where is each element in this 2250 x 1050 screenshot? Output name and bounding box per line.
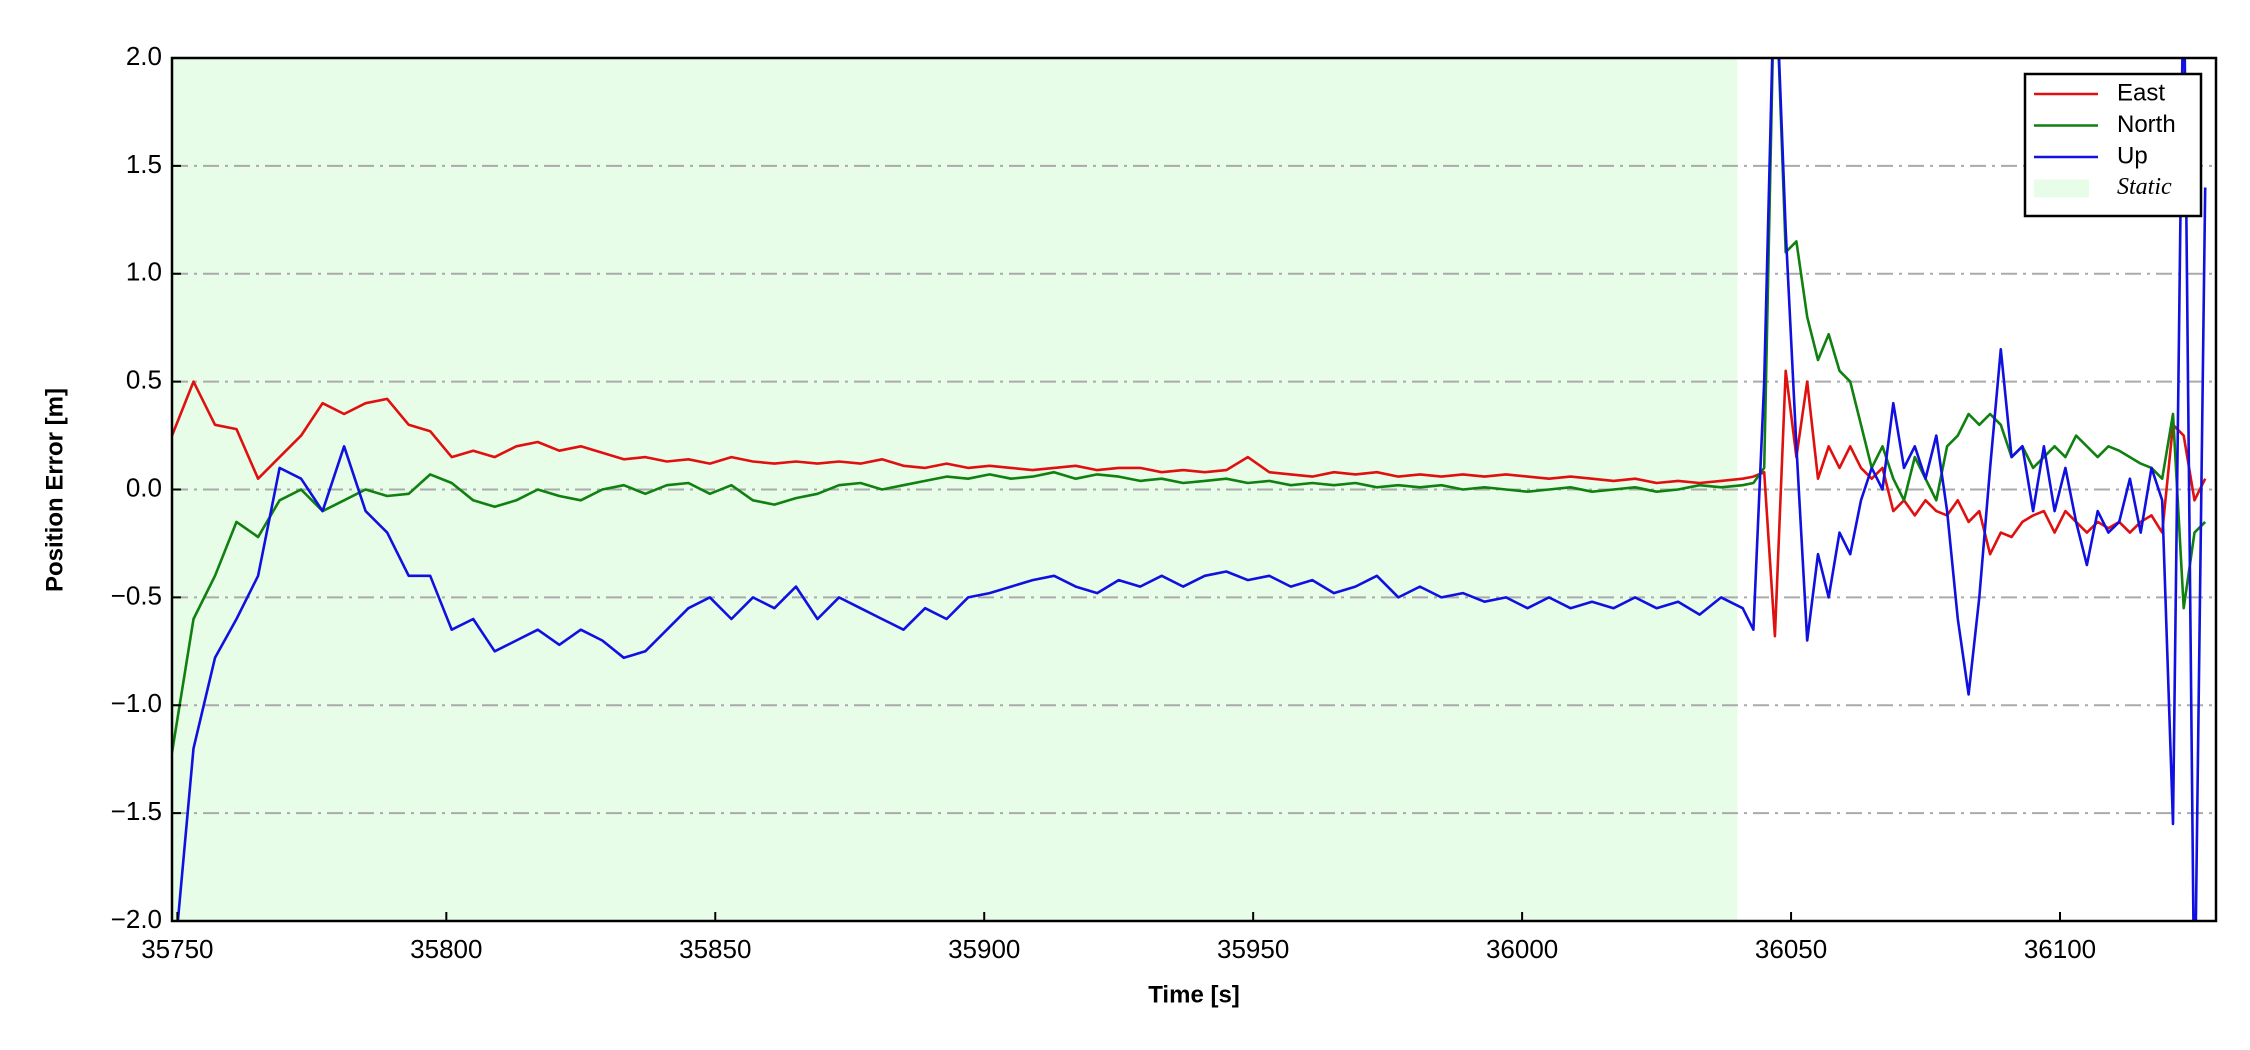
legend-label: Static (2117, 174, 2172, 200)
x-tick-label: 35950 (1217, 934, 1289, 964)
y-tick-label: −1.5 (111, 796, 162, 826)
series-line (172, 58, 2207, 753)
x-tick-label: 36050 (1755, 934, 1827, 964)
series-line (172, 369, 2207, 638)
x-tick-label: 36000 (1486, 934, 1558, 964)
y-tick-label: −1.0 (111, 688, 162, 718)
x-tick-label: 36100 (2024, 934, 2096, 964)
y-tick-label: −0.5 (111, 580, 162, 610)
plot-frame (170, 56, 2218, 923)
y-tick-label: −2.0 (111, 904, 162, 934)
y-axis-label: Position Error [m] (41, 388, 68, 592)
series-line (176, 58, 2207, 921)
plot-area (172, 58, 2216, 921)
y-tick-label: 0.0 (126, 472, 162, 502)
y-tick-label: 1.0 (126, 257, 162, 287)
y-tick-label: 1.5 (126, 149, 162, 179)
legend-label: North (2117, 111, 2176, 138)
y-tick-label: 0.5 (126, 365, 162, 395)
x-tick-label: 35900 (948, 934, 1020, 964)
legend-label: Up (2117, 142, 2148, 169)
legend-label: East (2117, 79, 2165, 106)
x-tick-label: 35850 (679, 934, 751, 964)
x-tick-label: 35800 (410, 934, 482, 964)
x-tick-label: 35750 (141, 934, 213, 964)
x-axis-label: Time [s] (1148, 981, 1240, 1008)
legend-swatch (2034, 179, 2089, 198)
y-tick-label: 2.0 (126, 41, 162, 71)
